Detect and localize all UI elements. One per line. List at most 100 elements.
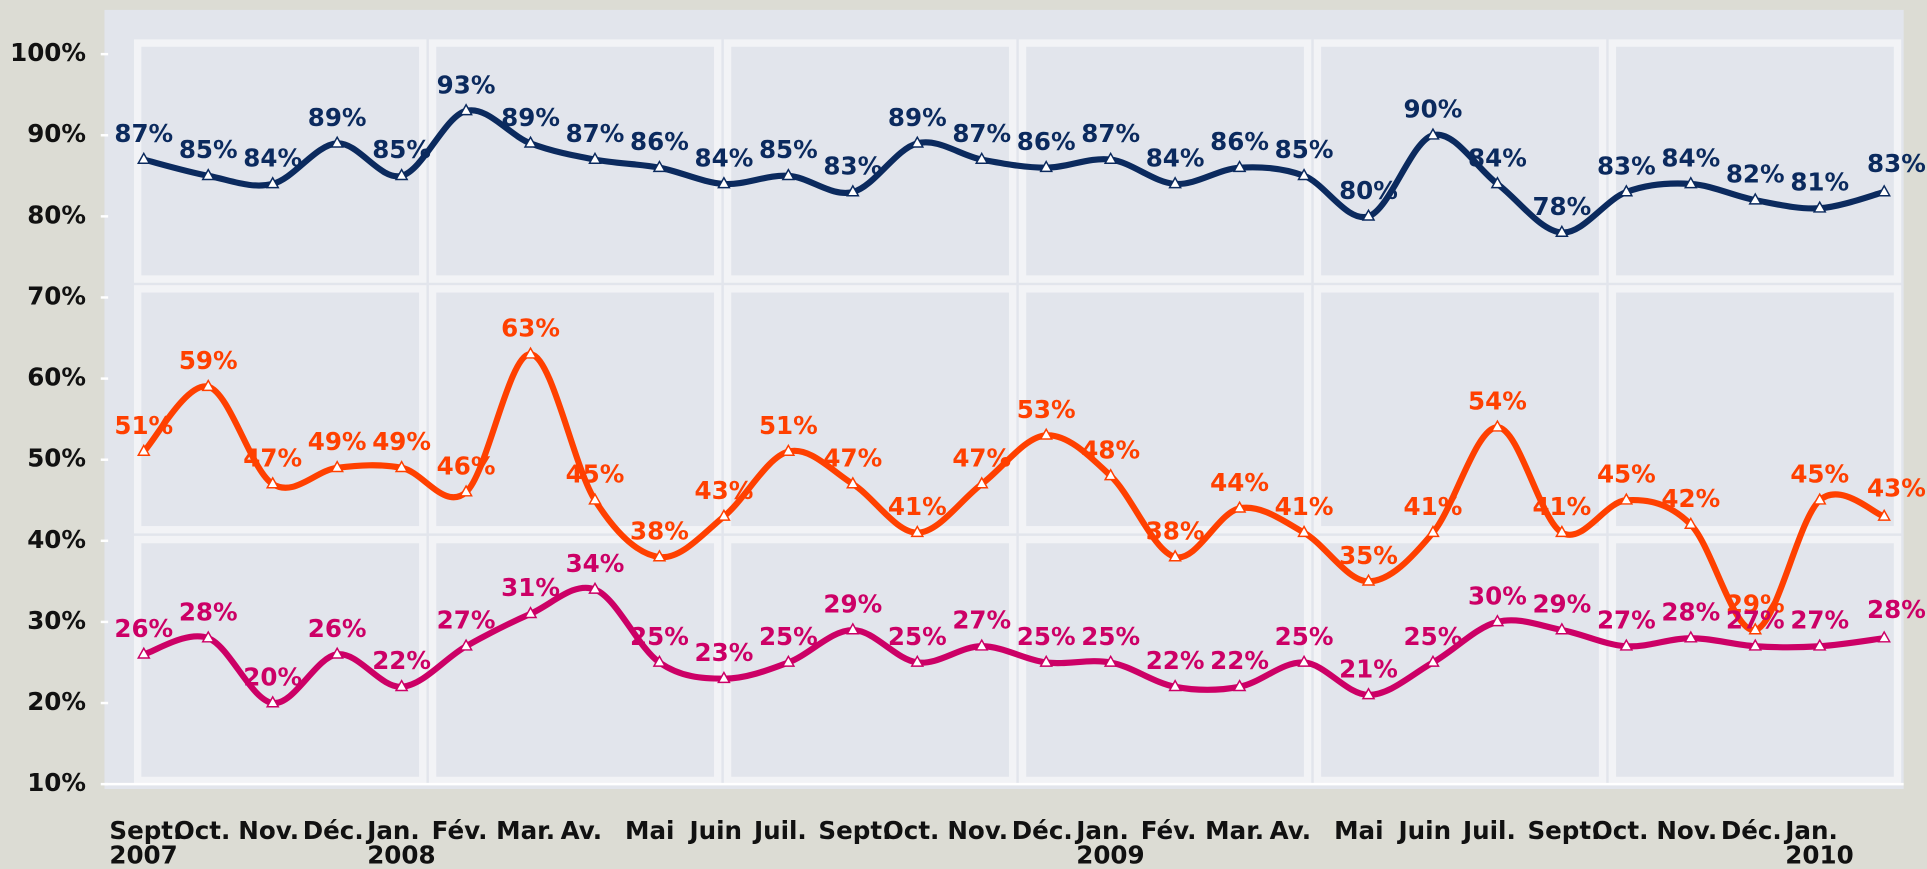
data-label: 86%: [1210, 127, 1269, 156]
data-label: 25%: [630, 622, 689, 651]
data-label: 49%: [308, 427, 367, 456]
y-tick-label: 100%: [10, 38, 86, 67]
data-label: 27%: [1726, 606, 1785, 635]
data-label: 35%: [1339, 541, 1398, 570]
x-tick-year: 2007: [109, 841, 177, 869]
data-label: 47%: [823, 443, 882, 472]
data-label: 78%: [1532, 192, 1591, 221]
x-tick-label: Mar.: [496, 816, 555, 845]
data-label: 80%: [1339, 176, 1398, 205]
chart: 10%20%30%40%50%60%70%80%90%100%Sept. 200…: [0, 0, 1927, 869]
data-label: 26%: [114, 614, 173, 643]
data-label: 20%: [243, 662, 302, 691]
x-tick-label: Sept.: [1527, 816, 1600, 845]
data-label: 31%: [501, 573, 560, 602]
data-label: 28%: [1867, 595, 1926, 624]
data-label: 86%: [630, 127, 689, 156]
x-tick-label: Fév.: [432, 816, 488, 845]
x-tick-label: Oct.: [883, 816, 940, 845]
data-label: 85%: [1275, 135, 1334, 164]
x-tick-year: 2009: [1076, 841, 1144, 869]
data-label: 51%: [759, 411, 818, 440]
page: 10%20%30%40%50%60%70%80%90%100%Sept. 200…: [0, 0, 1927, 869]
x-tick-label: Mai: [625, 816, 674, 845]
data-label: 47%: [952, 443, 1011, 472]
data-label: 87%: [114, 119, 173, 148]
data-label: 51%: [114, 411, 173, 440]
y-tick-label: 40%: [27, 525, 86, 554]
data-label: 34%: [566, 549, 625, 578]
data-label: 83%: [1867, 149, 1926, 178]
x-tick-label: Fév.: [1141, 816, 1197, 845]
x-tick-label: Déc.: [303, 816, 364, 845]
data-label: 85%: [372, 135, 431, 164]
data-label: 25%: [1404, 622, 1463, 651]
data-label: 83%: [1597, 151, 1656, 180]
data-label: 25%: [888, 622, 947, 651]
data-label: 49%: [372, 427, 431, 456]
data-label: 84%: [1661, 143, 1720, 172]
data-label: 45%: [1597, 460, 1656, 489]
x-tick-label: Oct.: [174, 816, 231, 845]
data-label: 42%: [1661, 484, 1720, 513]
data-label: 89%: [501, 103, 560, 132]
y-tick-label: 70%: [27, 281, 86, 310]
data-label: 46%: [437, 452, 496, 481]
x-tick-label: Mai: [1334, 816, 1383, 845]
data-label: 29%: [1532, 589, 1591, 618]
data-label: 41%: [888, 492, 947, 521]
y-tick-label: 20%: [27, 687, 86, 716]
data-label: 22%: [1210, 646, 1269, 675]
data-label: 85%: [759, 135, 818, 164]
x-tick-label: Av.: [561, 816, 602, 845]
data-label: 83%: [823, 151, 882, 180]
data-label: 23%: [695, 638, 754, 667]
data-label: 44%: [1210, 468, 1269, 497]
data-label: 86%: [1017, 127, 1076, 156]
y-tick-label: 90%: [27, 119, 86, 148]
x-tick-label: Av.: [1270, 816, 1311, 845]
x-tick-label: Déc.: [1721, 816, 1782, 845]
data-label: 84%: [695, 143, 754, 172]
x-tick-label: Jan. 2010: [1783, 816, 1853, 869]
data-label: 25%: [1275, 622, 1334, 651]
data-label: 87%: [566, 119, 625, 148]
data-label: 43%: [695, 476, 754, 505]
data-label: 22%: [1146, 646, 1205, 675]
data-label: 41%: [1404, 492, 1463, 521]
data-label: 45%: [566, 460, 625, 489]
data-label: 84%: [243, 143, 302, 172]
data-label: 89%: [888, 103, 947, 132]
data-label: 41%: [1275, 492, 1334, 521]
data-label: 25%: [1017, 622, 1076, 651]
data-label: 87%: [952, 119, 1011, 148]
data-label: 89%: [308, 103, 367, 132]
data-label: 53%: [1017, 395, 1076, 424]
data-label: 82%: [1726, 160, 1785, 189]
data-label: 85%: [179, 135, 238, 164]
x-tick-label: Nov.: [238, 816, 299, 845]
y-tick-label: 50%: [27, 444, 86, 473]
data-label: 48%: [1081, 435, 1140, 464]
data-label: 28%: [1661, 598, 1720, 627]
x-tick-label: Déc.: [1012, 816, 1073, 845]
data-label: 25%: [759, 622, 818, 651]
data-label: 28%: [179, 598, 238, 627]
data-label: 27%: [1790, 606, 1849, 635]
data-label: 26%: [308, 614, 367, 643]
data-label: 41%: [1532, 492, 1591, 521]
data-label: 27%: [437, 606, 496, 635]
data-label: 29%: [823, 589, 882, 618]
x-tick-label: Juil.: [752, 816, 807, 845]
x-tick-label: Juin: [688, 816, 743, 845]
x-tick-label: Sept.: [818, 816, 891, 845]
data-label: 54%: [1468, 387, 1527, 416]
data-label: 59%: [179, 346, 238, 375]
data-label: 43%: [1867, 473, 1926, 502]
data-label: 87%: [1081, 119, 1140, 148]
data-label: 21%: [1339, 654, 1398, 683]
y-tick-label: 10%: [27, 768, 86, 797]
data-label: 47%: [243, 443, 302, 472]
x-tick-label: Jan. 2008: [365, 816, 435, 869]
x-tick-label: Juil.: [1461, 816, 1516, 845]
